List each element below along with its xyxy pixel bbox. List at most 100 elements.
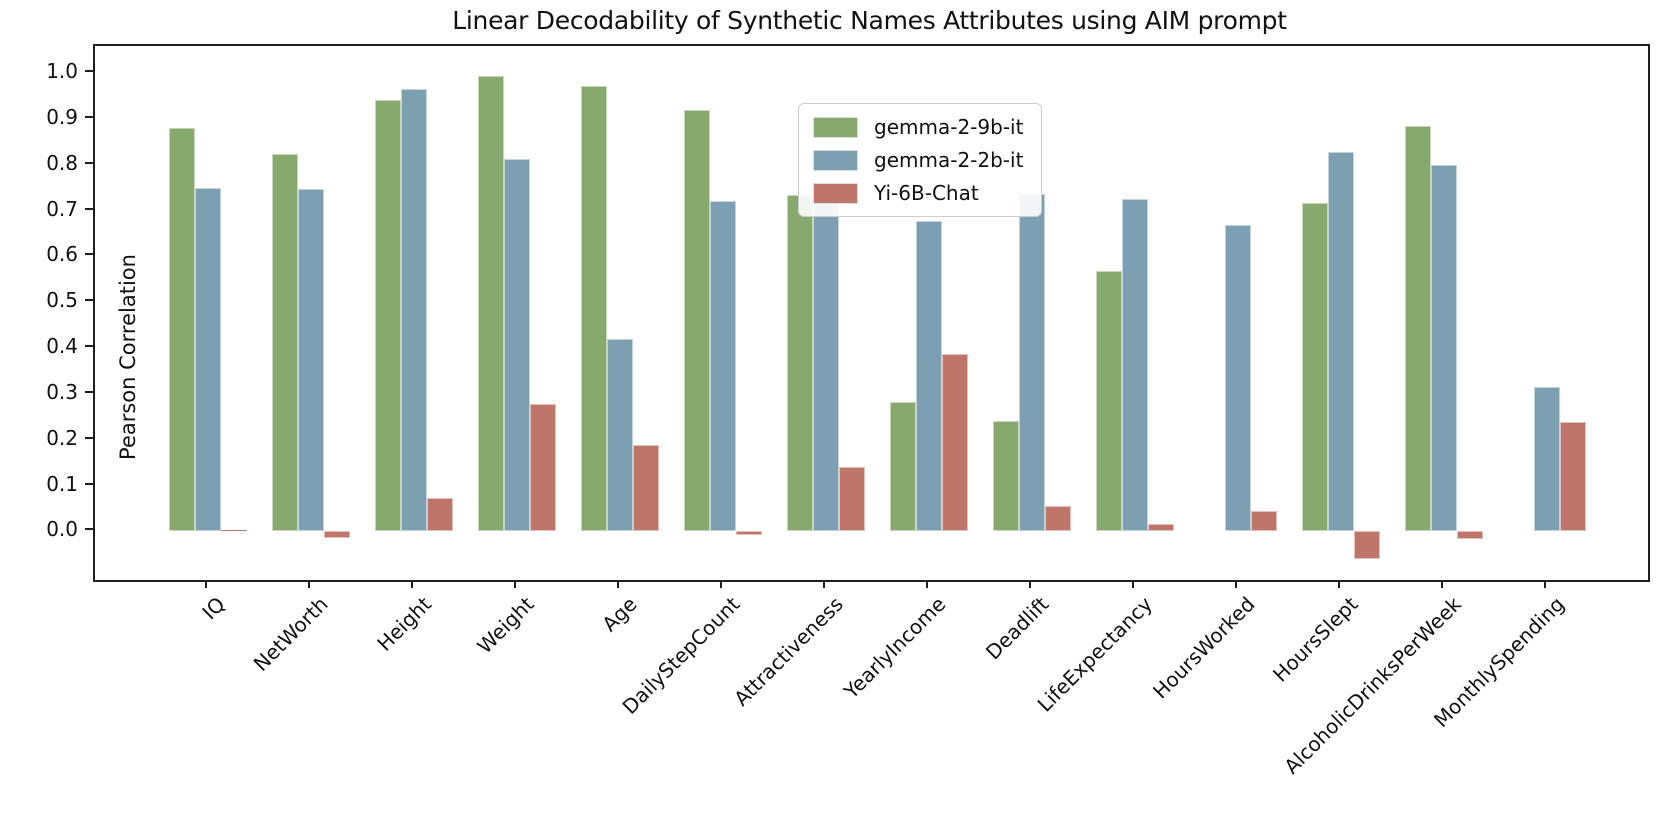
bar-gemma-2-9b-it-IQ bbox=[168, 128, 195, 532]
legend-item: Yi-6B-Chat bbox=[813, 181, 1023, 205]
legend: gemma-2-9b-it gemma-2-2b-it Yi-6B-Chat bbox=[798, 103, 1043, 217]
bar-gemma-2-2b-it-DailyStepCount bbox=[709, 201, 736, 532]
x-tick-label: YearlyIncome bbox=[839, 592, 951, 704]
bar-Yi-6B-Chat-Weight bbox=[529, 403, 556, 532]
x-tick-label: AlcoholicDrinksPerWeek bbox=[1278, 592, 1466, 779]
bar-gemma-2-2b-it-HoursWorked bbox=[1224, 224, 1251, 532]
y-tick-label: 1.0 bbox=[46, 59, 78, 84]
bar-gemma-2-9b-it-DailyStepCount bbox=[683, 110, 710, 532]
bar-gemma-2-9b-it-YearlyIncome bbox=[889, 401, 916, 532]
y-tick bbox=[85, 482, 93, 485]
legend-label: Yi-6B-Chat bbox=[874, 181, 979, 205]
y-tick bbox=[85, 115, 93, 118]
bar-gemma-2-9b-it-Weight bbox=[477, 76, 504, 532]
x-tick bbox=[1234, 580, 1237, 588]
bar-gemma-2-9b-it-LifeExpectancy bbox=[1095, 271, 1122, 532]
x-tick-label: IQ bbox=[197, 592, 230, 625]
y-tick bbox=[85, 528, 93, 531]
y-tick bbox=[85, 390, 93, 393]
y-tick bbox=[85, 207, 93, 210]
bar-gemma-2-2b-it-AlcoholicDrinksPerWeek bbox=[1430, 164, 1457, 532]
bar-gemma-2-2b-it-Attractiveness bbox=[812, 190, 839, 532]
bar-gemma-2-2b-it-Weight bbox=[503, 158, 530, 532]
bar-gemma-2-2b-it-LifeExpectancy bbox=[1121, 198, 1148, 532]
bar-Yi-6B-Chat-AlcoholicDrinksPerWeek bbox=[1456, 531, 1483, 540]
x-tick-label: HoursWorked bbox=[1148, 592, 1260, 704]
x-tick bbox=[410, 580, 413, 588]
legend-label: gemma-2-9b-it bbox=[874, 115, 1024, 139]
x-tick bbox=[513, 580, 516, 588]
y-tick bbox=[85, 299, 93, 302]
bar-gemma-2-9b-it-Age bbox=[580, 86, 607, 532]
y-tick-label: 0.6 bbox=[46, 242, 78, 267]
x-tick bbox=[307, 580, 310, 588]
bar-Yi-6B-Chat-HoursSlept bbox=[1353, 531, 1380, 560]
bar-gemma-2-9b-it-Attractiveness bbox=[786, 195, 813, 532]
x-tick-label: Age bbox=[597, 592, 642, 637]
bar-gemma-2-2b-it-Deadlift bbox=[1018, 194, 1045, 532]
x-tick-label: Attractiveness bbox=[728, 592, 848, 711]
bar-Yi-6B-Chat-NetWorth bbox=[323, 531, 350, 539]
y-tick bbox=[85, 345, 93, 348]
bar-gemma-2-9b-it-HoursSlept bbox=[1301, 203, 1328, 532]
x-tick bbox=[1131, 580, 1134, 588]
y-tick bbox=[85, 436, 93, 439]
legend-item: gemma-2-2b-it bbox=[813, 148, 1023, 172]
legend-item: gemma-2-9b-it bbox=[813, 115, 1023, 139]
y-tick bbox=[85, 253, 93, 256]
legend-swatch bbox=[813, 116, 858, 138]
bar-gemma-2-2b-it-HoursSlept bbox=[1327, 152, 1354, 532]
y-axis-label: Pearson Correlation bbox=[116, 254, 140, 460]
legend-swatch bbox=[813, 149, 858, 171]
y-tick bbox=[85, 161, 93, 164]
bar-gemma-2-2b-it-YearlyIncome bbox=[915, 221, 942, 532]
x-tick bbox=[616, 580, 619, 588]
y-tick-label: 0.1 bbox=[46, 471, 78, 496]
y-tick-label: 0.3 bbox=[46, 379, 78, 404]
legend-swatch bbox=[813, 182, 858, 204]
bar-gemma-2-9b-it-AlcoholicDrinksPerWeek bbox=[1404, 126, 1431, 532]
bar-gemma-2-2b-it-IQ bbox=[194, 187, 221, 532]
x-tick bbox=[204, 580, 207, 588]
x-tick bbox=[1440, 580, 1443, 588]
legend-label: gemma-2-2b-it bbox=[874, 148, 1024, 172]
bar-gemma-2-2b-it-Height bbox=[400, 89, 427, 532]
bar-gemma-2-2b-it-Age bbox=[606, 339, 633, 532]
x-tick bbox=[719, 580, 722, 588]
bar-gemma-2-2b-it-NetWorth bbox=[297, 188, 324, 532]
x-tick-label: HoursSlept bbox=[1268, 592, 1363, 687]
chart-title: Linear Decodability of Synthetic Names A… bbox=[452, 6, 1287, 35]
bar-Yi-6B-Chat-YearlyIncome bbox=[941, 354, 968, 532]
x-tick-label: Deadlift bbox=[981, 592, 1054, 665]
bar-gemma-2-9b-it-Deadlift bbox=[992, 421, 1019, 532]
y-tick-label: 0.2 bbox=[46, 425, 78, 450]
y-tick-label: 0.0 bbox=[46, 517, 78, 542]
bar-Yi-6B-Chat-IQ bbox=[220, 530, 247, 532]
bar-gemma-2-9b-it-NetWorth bbox=[271, 154, 298, 532]
bar-gemma-2-2b-it-MonthlySpending bbox=[1533, 387, 1560, 532]
bar-Yi-6B-Chat-DailyStepCount bbox=[735, 531, 762, 536]
bar-Yi-6B-Chat-MonthlySpending bbox=[1559, 421, 1586, 532]
x-tick bbox=[1543, 580, 1546, 588]
bar-Yi-6B-Chat-Deadlift bbox=[1044, 506, 1071, 532]
x-tick-label: Weight bbox=[472, 592, 539, 659]
x-tick bbox=[925, 580, 928, 588]
x-tick bbox=[1028, 580, 1031, 588]
y-tick-label: 0.9 bbox=[46, 104, 78, 129]
y-tick-label: 0.7 bbox=[46, 196, 78, 221]
bar-Yi-6B-Chat-Height bbox=[426, 498, 453, 532]
x-tick-label: Height bbox=[371, 592, 436, 656]
bar-Yi-6B-Chat-HoursWorked bbox=[1250, 510, 1277, 532]
y-tick-label: 0.4 bbox=[46, 334, 78, 359]
bar-gemma-2-9b-it-Height bbox=[374, 99, 401, 532]
x-tick-label: NetWorth bbox=[248, 592, 333, 676]
bar-Yi-6B-Chat-Age bbox=[632, 445, 659, 532]
bar-Yi-6B-Chat-LifeExpectancy bbox=[1147, 524, 1174, 532]
y-tick-label: 0.8 bbox=[46, 150, 78, 175]
x-tick bbox=[822, 580, 825, 588]
plot-area: Pearson Correlation gemma-2-9b-it gemma-2… bbox=[93, 44, 1650, 582]
bar-Yi-6B-Chat-Attractiveness bbox=[838, 466, 865, 532]
y-tick bbox=[85, 70, 93, 73]
x-tick bbox=[1337, 580, 1340, 588]
